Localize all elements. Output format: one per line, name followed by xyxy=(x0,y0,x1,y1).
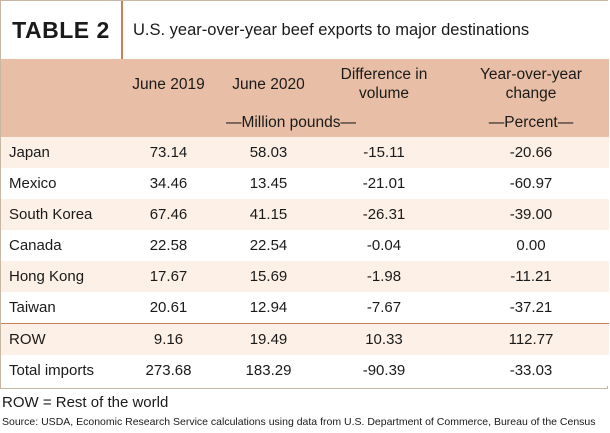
cell-difference: -7.67 xyxy=(366,299,402,316)
cell-june-2020: 12.94 xyxy=(249,299,288,316)
column-header-june-2020: June 2020 xyxy=(232,76,305,93)
cell-change: -37.21 xyxy=(509,299,553,316)
row-name: Japan xyxy=(9,144,50,161)
cell-june-2019: 9.16 xyxy=(153,331,184,348)
table-header: TABLE 2 U.S. year-over-year beef exports… xyxy=(1,1,609,59)
table-row: Japan 73.14 58.03 -15.11 -20.66 xyxy=(1,137,609,168)
table-title: U.S. year-over-year beef exports to majo… xyxy=(133,20,530,39)
cell-june-2019: 22.58 xyxy=(149,237,188,254)
table-row: Hong Kong 17.67 15.69 -1.98 -11.21 xyxy=(1,261,609,292)
row-name: Canada xyxy=(9,237,62,254)
cell-june-2020: 15.69 xyxy=(249,268,288,285)
table-row: South Korea 67.46 41.15 -26.31 -39.00 xyxy=(1,199,609,230)
cell-june-2019: 73.14 xyxy=(149,144,188,161)
table-body: Japan 73.14 58.03 -15.11 -20.66 Mexico 3… xyxy=(1,137,609,386)
cell-change: -20.66 xyxy=(509,144,553,161)
column-header-difference-line1: Difference in xyxy=(340,66,428,83)
table-row: ROW 9.16 19.49 10.33 112.77 xyxy=(1,323,609,355)
column-header-change: Year-over-year change xyxy=(451,65,610,103)
row-name: South Korea xyxy=(9,206,93,223)
cell-change: -33.03 xyxy=(509,362,553,379)
cell-june-2020: 183.29 xyxy=(245,362,292,379)
cell-difference: -26.31 xyxy=(362,206,406,223)
footnote-row: ROW = Rest of the world xyxy=(2,394,169,411)
row-name: Hong Kong xyxy=(9,268,85,285)
column-header-difference: Difference in volume xyxy=(319,65,449,103)
cell-difference: -21.01 xyxy=(362,175,406,192)
row-name: Taiwan xyxy=(9,299,56,316)
cell-change: -11.21 xyxy=(510,268,552,285)
source-note: Source: USDA, Economic Research Service … xyxy=(2,416,596,428)
table-frame: TABLE 2 U.S. year-over-year beef exports… xyxy=(0,0,609,389)
unit-percent: —Percent— xyxy=(488,114,574,131)
row-name: Total imports xyxy=(9,362,95,379)
table-row: Mexico 34.46 13.45 -21.01 -60.97 xyxy=(1,168,609,199)
column-header-change-line1: Year-over-year xyxy=(480,66,582,83)
cell-june-2020: 22.54 xyxy=(249,237,288,254)
table-number: TABLE 2 xyxy=(1,1,123,59)
cell-difference: -1.98 xyxy=(366,268,402,285)
table-row: Canada 22.58 22.54 -0.04 0.00 xyxy=(1,230,609,261)
cell-change: -39.00 xyxy=(509,206,553,223)
column-header-difference-line2: volume xyxy=(359,85,409,102)
cell-june-2019: 20.61 xyxy=(149,299,188,316)
column-header-band: June 2019 June 2020 Difference in volume… xyxy=(1,59,609,137)
unit-million-pounds: —Million pounds— xyxy=(225,114,357,131)
table-row-total: Total imports 273.68 183.29 -90.39 -33.0… xyxy=(1,355,609,386)
cell-june-2019: 273.68 xyxy=(145,362,192,379)
cell-change: 0.00 xyxy=(516,237,546,254)
row-name: ROW xyxy=(9,331,46,348)
cell-difference: 10.33 xyxy=(365,331,403,348)
column-header-change-line2: change xyxy=(505,85,557,102)
cell-june-2019: 17.67 xyxy=(149,268,188,285)
cell-june-2019: 67.46 xyxy=(149,206,188,223)
column-header-june-2019: June 2019 xyxy=(132,76,205,93)
cell-june-2020: 58.03 xyxy=(249,144,288,161)
cell-june-2020: 19.49 xyxy=(249,331,288,348)
cell-change: 112.77 xyxy=(508,331,554,348)
cell-change: -60.97 xyxy=(509,175,553,192)
cell-difference: -90.39 xyxy=(362,362,406,379)
cell-june-2020: 41.15 xyxy=(249,206,288,223)
cell-june-2019: 34.46 xyxy=(149,175,188,192)
cell-difference: -0.04 xyxy=(366,237,402,254)
row-name: Mexico xyxy=(9,175,57,192)
cell-difference: -15.11 xyxy=(363,144,405,161)
table-row: Taiwan 20.61 12.94 -7.67 -37.21 xyxy=(1,292,609,323)
cell-june-2020: 13.45 xyxy=(249,175,288,192)
